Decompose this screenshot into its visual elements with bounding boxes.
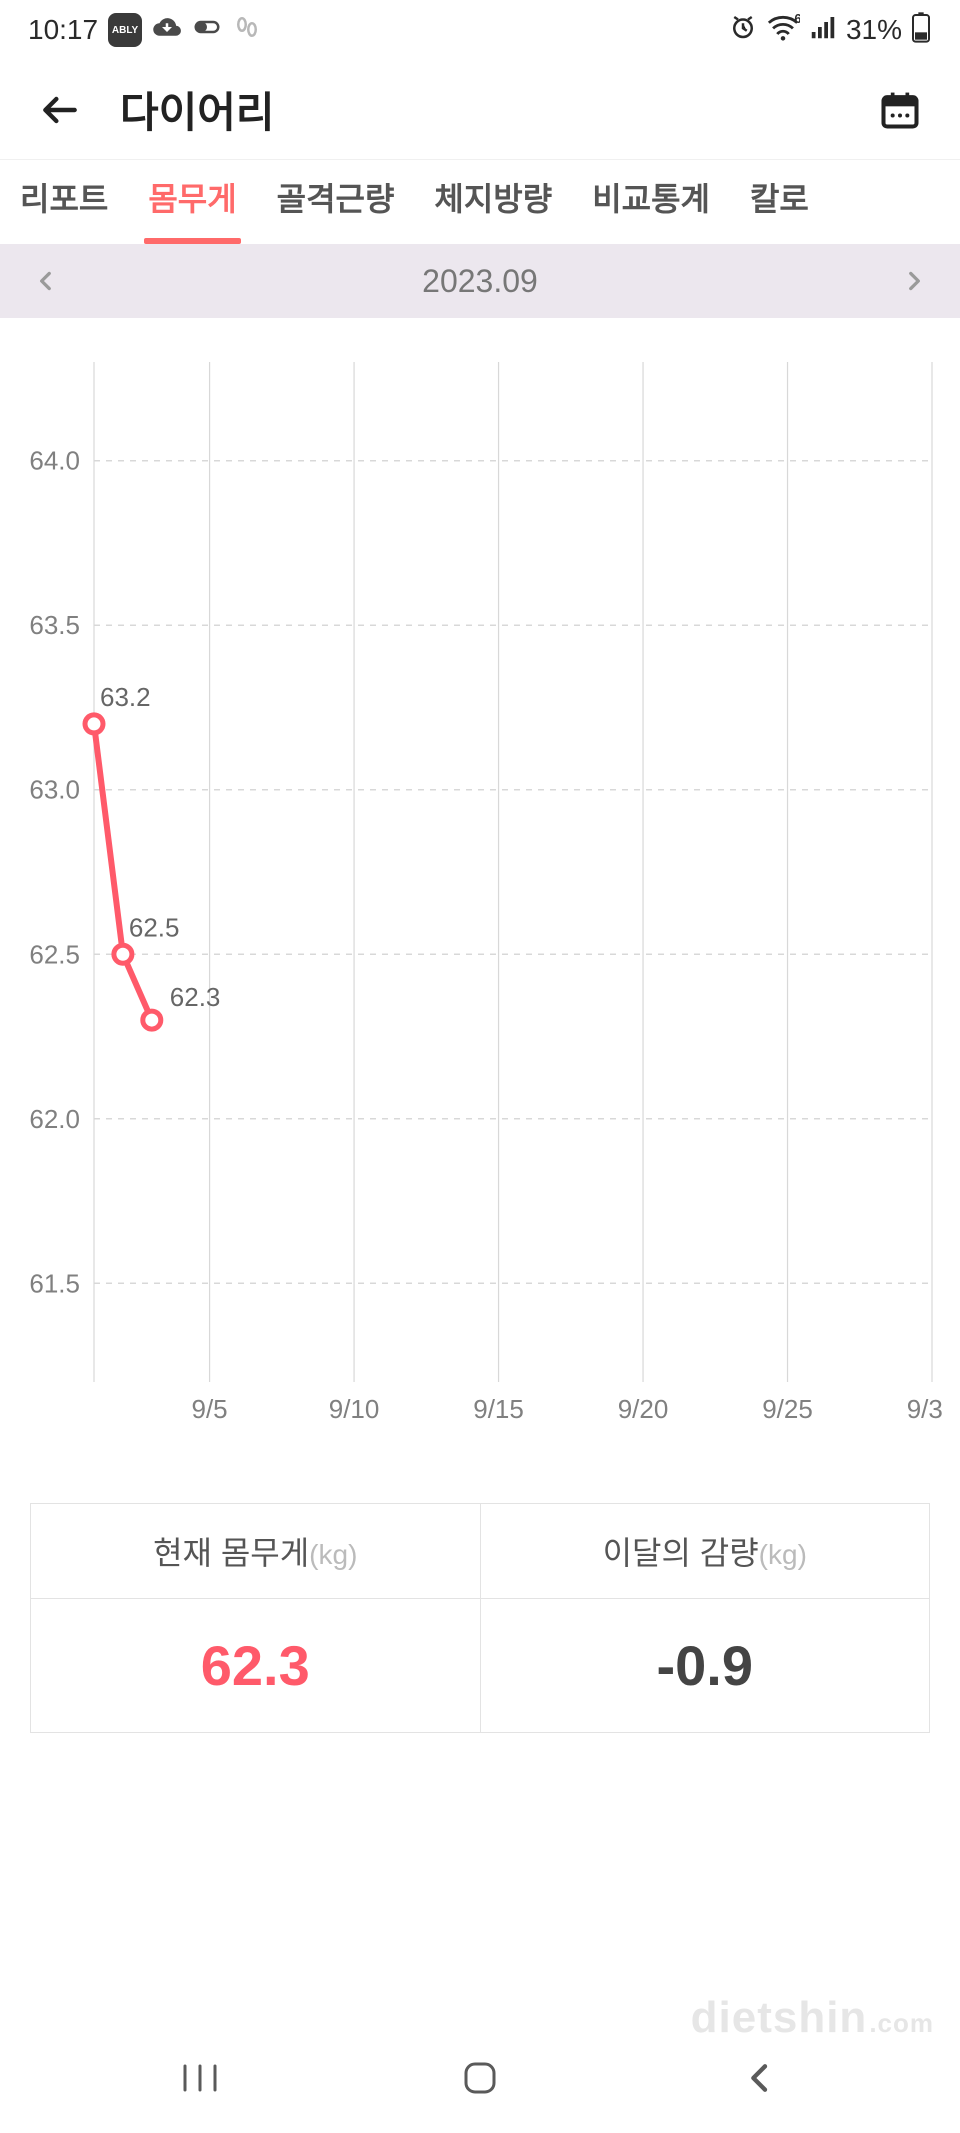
summary-change-unit: (kg) — [759, 1539, 807, 1570]
weight-chart-svg: 64.0 63.5 63.0 62.5 62.0 61.5 9/5 9/10 9/15 9/20 9… — [12, 342, 942, 1462]
status-time: 10:17 — [28, 14, 98, 46]
home-button[interactable] — [440, 2048, 520, 2108]
footprint-icon — [232, 12, 262, 49]
prev-month-button[interactable] — [26, 261, 66, 301]
back-button[interactable] — [30, 80, 90, 140]
summary-current-weight: 현재 몸무게(kg) 62.3 — [31, 1504, 480, 1732]
wifi-icon: 6 — [766, 12, 800, 49]
svg-text:9/10: 9/10 — [329, 1394, 380, 1424]
svg-text:6: 6 — [794, 12, 800, 26]
svg-text:61.5: 61.5 — [29, 1268, 80, 1298]
svg-text:62.5: 62.5 — [29, 939, 80, 969]
summary-change-label: 이달의 감량 — [603, 1535, 759, 1571]
summary-current-unit: (kg) — [309, 1539, 357, 1570]
tab-5[interactable]: 칼로 — [730, 160, 829, 244]
summary-change-value: -0.9 — [481, 1599, 930, 1732]
recent-apps-button[interactable] — [160, 2048, 240, 2108]
pill-icon — [192, 12, 222, 49]
svg-text:9/30: 9/30 — [907, 1394, 942, 1424]
battery-icon — [910, 11, 932, 50]
page-title: 다이어리 — [120, 79, 870, 140]
svg-text:62.5: 62.5 — [129, 912, 180, 942]
alarm-icon — [728, 12, 758, 49]
summary-current-label: 현재 몸무게 — [153, 1535, 309, 1571]
svg-text:9/25: 9/25 — [762, 1394, 813, 1424]
app-header: 다이어리 — [0, 60, 960, 160]
status-right: 6 31% — [728, 11, 932, 50]
summary-month-change: 이달의 감량(kg) -0.9 — [480, 1504, 930, 1732]
cloud-sync-icon — [152, 12, 182, 49]
svg-text:9/15: 9/15 — [473, 1394, 524, 1424]
svg-text:63.0: 63.0 — [29, 775, 80, 805]
svg-text:9/20: 9/20 — [618, 1394, 669, 1424]
tabs: 리포트몸무게골격근량체지방량비교통계칼로 — [0, 160, 960, 244]
svg-text:63.5: 63.5 — [29, 610, 80, 640]
svg-text:62.0: 62.0 — [29, 1104, 80, 1134]
signal-icon — [808, 12, 838, 49]
tab-4[interactable]: 비교통계 — [572, 160, 730, 244]
tab-2[interactable]: 골격근량 — [257, 160, 415, 244]
svg-text:9/5: 9/5 — [192, 1394, 228, 1424]
tab-0[interactable]: 리포트 — [0, 160, 128, 244]
summary-current-value: 62.3 — [31, 1599, 480, 1732]
tab-1[interactable]: 몸무게 — [128, 160, 256, 244]
tab-3[interactable]: 체지방량 — [414, 160, 572, 244]
weight-chart: 64.0 63.5 63.0 62.5 62.0 61.5 9/5 9/10 9/15 9/20 9… — [0, 318, 960, 1491]
next-month-button[interactable] — [894, 261, 934, 301]
status-bar: 10:17 ABLY 6 31% — [0, 0, 960, 60]
svg-text:62.3: 62.3 — [170, 982, 221, 1012]
month-label: 2023.09 — [422, 263, 538, 300]
summary-table: 현재 몸무게(kg) 62.3 이달의 감량(kg) -0.9 — [30, 1503, 930, 1733]
month-selector: 2023.09 — [0, 244, 960, 318]
calendar-button[interactable] — [870, 80, 930, 140]
system-nav-bar — [0, 2023, 960, 2133]
nav-back-button[interactable] — [720, 2048, 800, 2108]
status-left: 10:17 ABLY — [28, 12, 262, 49]
svg-text:64.0: 64.0 — [29, 446, 80, 476]
ably-icon: ABLY — [108, 13, 142, 47]
battery-pct: 31% — [846, 14, 902, 46]
svg-text:63.2: 63.2 — [100, 682, 151, 712]
